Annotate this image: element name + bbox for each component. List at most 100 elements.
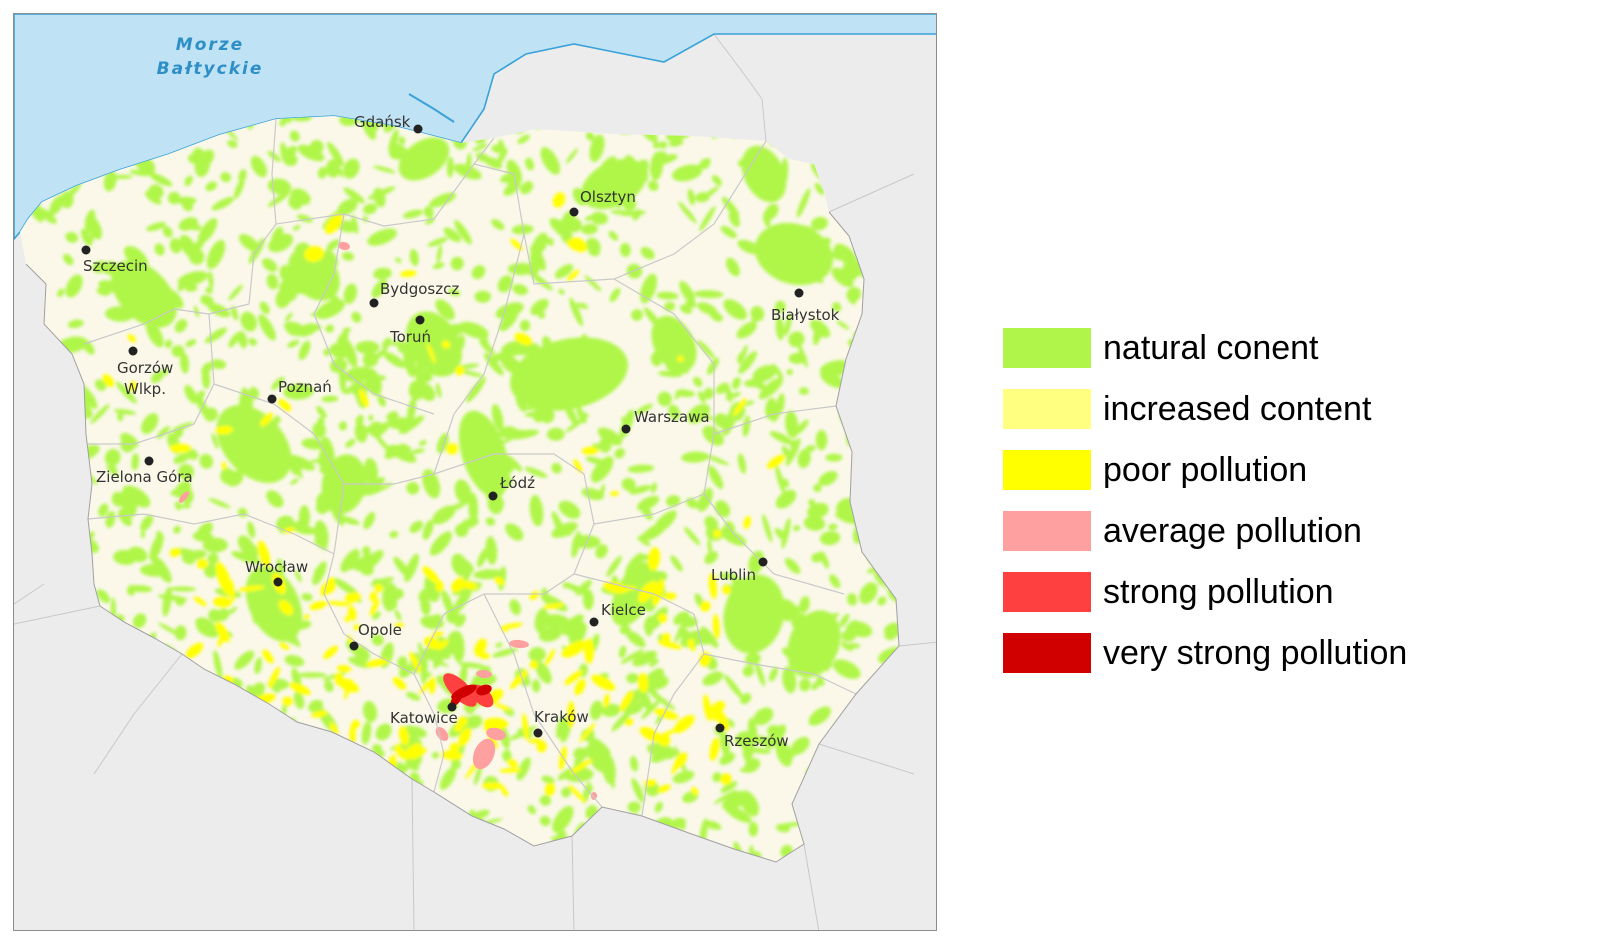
natural-patch xyxy=(237,330,248,349)
natural-patch xyxy=(233,178,245,199)
natural-patch xyxy=(832,659,861,679)
city-krakow[interactable]: Kraków xyxy=(533,708,589,738)
city-label: Kielce xyxy=(601,601,646,619)
natural-patch xyxy=(631,777,645,803)
natural-patch xyxy=(290,478,299,485)
natural-patch xyxy=(227,139,238,148)
natural-patch xyxy=(97,590,104,598)
city-label: Rzeszów xyxy=(724,732,789,750)
natural-patch xyxy=(366,482,394,496)
poor-patch xyxy=(422,566,440,584)
natural-patch xyxy=(658,141,668,149)
city-gorzow[interactable]: Gorzów Wlkp. xyxy=(117,346,173,399)
natural-patch xyxy=(393,588,404,599)
natural-patch xyxy=(248,337,258,346)
natural-patch xyxy=(292,224,301,231)
poor-patch xyxy=(703,694,712,722)
natural-patch xyxy=(576,302,589,309)
natural-patch xyxy=(849,297,857,305)
poor-patch xyxy=(657,613,668,623)
city-zielona-gora[interactable]: Zielona Góra xyxy=(96,456,193,487)
city-label-line2: Wlkp. xyxy=(124,380,166,398)
natural-patch xyxy=(422,519,434,541)
city-lublin[interactable]: Lublin xyxy=(711,557,768,585)
city-kielce[interactable]: Kielce xyxy=(589,601,646,627)
city-katowice[interactable]: Katowice xyxy=(390,702,458,728)
natural-patch xyxy=(186,448,199,460)
natural-patch xyxy=(652,141,660,149)
poor-patch xyxy=(349,724,356,744)
poor-patch xyxy=(260,412,273,427)
natural-patch xyxy=(793,525,801,532)
natural-patch xyxy=(626,263,643,279)
natural-patch xyxy=(587,736,611,756)
natural-patch xyxy=(786,369,793,376)
natural-patch xyxy=(859,582,878,605)
city-label: Gorzów xyxy=(117,359,173,377)
natural-patch xyxy=(420,672,432,681)
poor-patch xyxy=(676,355,685,363)
natural-patch xyxy=(637,536,651,547)
natural-patch xyxy=(118,509,132,527)
natural-patch xyxy=(454,479,472,505)
natural-patch xyxy=(38,208,57,224)
natural-patch xyxy=(195,149,215,169)
natural-patch xyxy=(248,544,259,560)
natural-region xyxy=(510,337,628,411)
natural-patch xyxy=(238,169,247,183)
natural-patch xyxy=(448,288,461,297)
poor-patch xyxy=(564,669,584,686)
natural-patch xyxy=(400,763,411,774)
natural-patch xyxy=(418,440,427,446)
natural-patch xyxy=(713,789,738,804)
city-poznan[interactable]: Poznań xyxy=(267,378,332,404)
natural-patch xyxy=(836,320,850,330)
poor-patch xyxy=(528,738,542,744)
natural-patch xyxy=(790,736,810,755)
natural-patch xyxy=(737,453,747,474)
natural-patch xyxy=(775,740,793,767)
poor-patch xyxy=(566,269,580,282)
city-lodz[interactable]: Łódź xyxy=(488,474,536,501)
poor-patch xyxy=(603,581,628,594)
city-opole[interactable]: Opole xyxy=(349,621,402,651)
natural-patch xyxy=(184,384,198,404)
natural-patch xyxy=(293,691,305,710)
natural-patch xyxy=(687,403,711,424)
poor-patch xyxy=(369,591,378,602)
natural-patch xyxy=(131,453,140,471)
city-bialystok[interactable]: Białystok xyxy=(771,288,840,325)
average-pollution-patch xyxy=(509,639,529,649)
poor-patch xyxy=(708,572,718,600)
natural-patch xyxy=(394,609,402,621)
natural-patch xyxy=(296,214,313,223)
city-wroclaw[interactable]: Wrocław xyxy=(245,558,308,587)
natural-patch xyxy=(565,148,579,164)
city-rzeszow[interactable]: Rzeszów xyxy=(715,723,789,751)
natural-patch xyxy=(819,531,841,546)
city-warszawa[interactable]: Warszawa xyxy=(621,408,710,434)
natural-patch xyxy=(231,551,262,565)
legend-item-increased: increased content xyxy=(1003,378,1407,439)
poor-patch xyxy=(543,602,565,610)
natural-patch xyxy=(850,624,858,634)
natural-patch xyxy=(627,801,641,813)
city-bydgoszcz[interactable]: Bydgoszcz xyxy=(369,280,460,308)
natural-patch xyxy=(228,332,241,348)
natural-patch xyxy=(407,397,417,424)
city-torun[interactable]: Toruń xyxy=(389,315,431,347)
poor-patch xyxy=(279,642,290,651)
pollution-map[interactable]: Morze Bałtyckie Gdańsk Olsztyn Szczecin … xyxy=(14,14,937,931)
natural-patch xyxy=(626,630,646,648)
legend-label: poor pollution xyxy=(1103,450,1308,489)
very-strong-pollution-patch xyxy=(476,684,492,696)
poor-patch xyxy=(712,613,720,640)
city-szczecin[interactable]: Szczecin xyxy=(81,245,148,276)
natural-patch xyxy=(174,501,182,511)
poor-patch xyxy=(552,192,566,208)
city-olsztyn[interactable]: Olsztyn xyxy=(569,188,636,217)
natural-patch xyxy=(668,404,681,421)
city-gdansk[interactable]: Gdańsk xyxy=(354,113,423,134)
natural-patch xyxy=(98,503,109,517)
poor-patch xyxy=(304,245,324,263)
